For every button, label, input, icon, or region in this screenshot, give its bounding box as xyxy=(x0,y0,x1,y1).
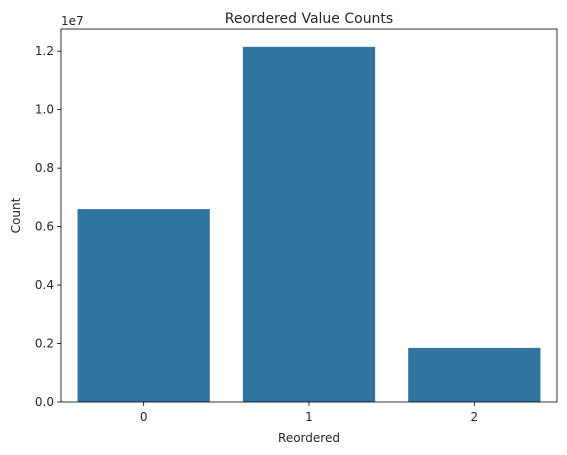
y-tick-label: 0.0 xyxy=(35,395,54,409)
x-tick-label: 0 xyxy=(140,410,148,424)
plot-frame xyxy=(60,28,558,403)
y-tick-label: 0.2 xyxy=(35,337,54,351)
y-axis-label: Count xyxy=(9,197,23,233)
bar-2 xyxy=(408,347,541,402)
x-axis-ticks: 0 1 2 xyxy=(140,402,478,424)
bar-1 xyxy=(242,46,376,402)
y-axis-offset-label: 1e7 xyxy=(61,14,84,28)
y-tick-label: 1.2 xyxy=(35,44,54,58)
bar-0 xyxy=(77,209,210,402)
chart-title: Reordered Value Counts xyxy=(225,11,393,27)
x-tick-label: 1 xyxy=(305,410,313,424)
x-tick-label: 2 xyxy=(471,410,479,424)
y-tick-label: 0.8 xyxy=(35,161,54,175)
y-axis-ticks: 0.0 0.2 0.4 0.6 0.8 1.0 1.2 xyxy=(35,44,61,409)
y-tick-label: 0.4 xyxy=(35,278,54,292)
x-axis-label: Reordered xyxy=(278,431,340,445)
y-tick-label: 0.6 xyxy=(35,220,54,234)
bars-group xyxy=(77,46,541,402)
y-tick-label: 1.0 xyxy=(35,103,54,117)
